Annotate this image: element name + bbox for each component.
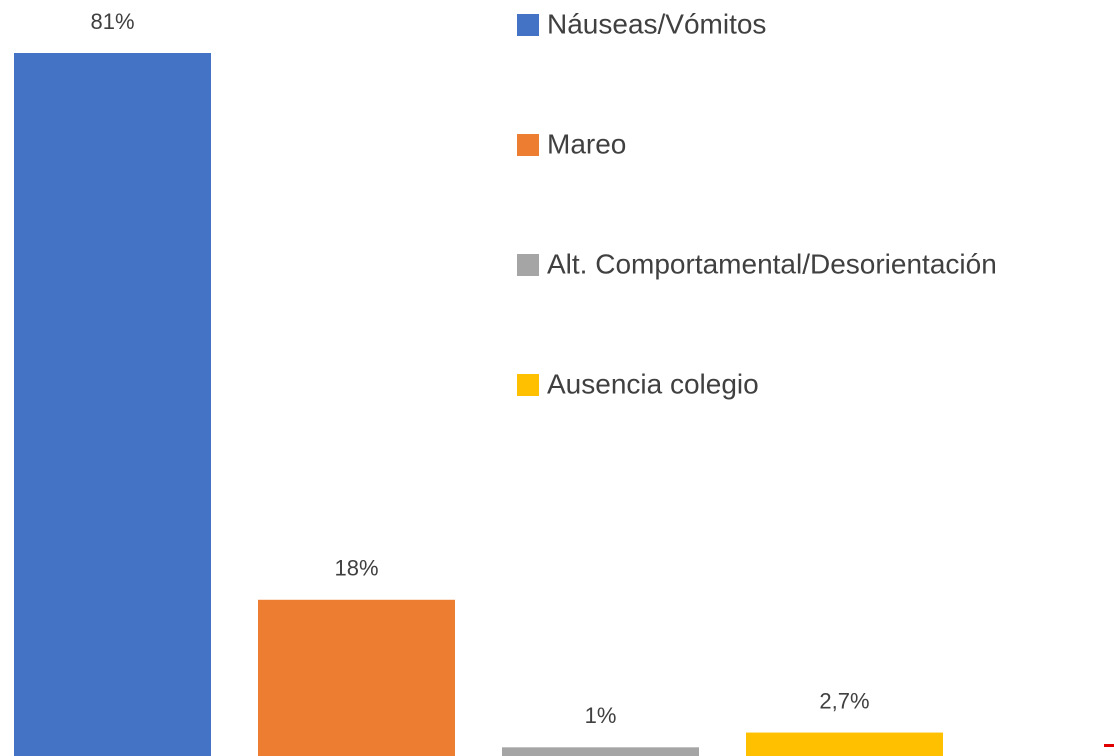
bar: [502, 747, 699, 756]
value-label: 2,7%: [819, 688, 869, 713]
legend-label: Náuseas/Vómitos: [547, 8, 766, 39]
legend-swatch: [517, 14, 539, 36]
legend-swatch: [517, 254, 539, 276]
legend-swatch: [517, 374, 539, 396]
bar: [258, 599, 455, 756]
legend-label: Alt. Comportamental/Desorientación: [547, 248, 997, 279]
bar: [746, 732, 943, 756]
legend-label: Ausencia colegio: [547, 368, 759, 399]
decoration: [1104, 744, 1114, 747]
legend-label: Mareo: [547, 128, 626, 159]
legend-swatch: [517, 134, 539, 156]
value-label: 18%: [334, 556, 378, 581]
value-label: 1%: [585, 703, 617, 728]
value-label: 81%: [90, 9, 134, 34]
bar: [14, 53, 211, 756]
